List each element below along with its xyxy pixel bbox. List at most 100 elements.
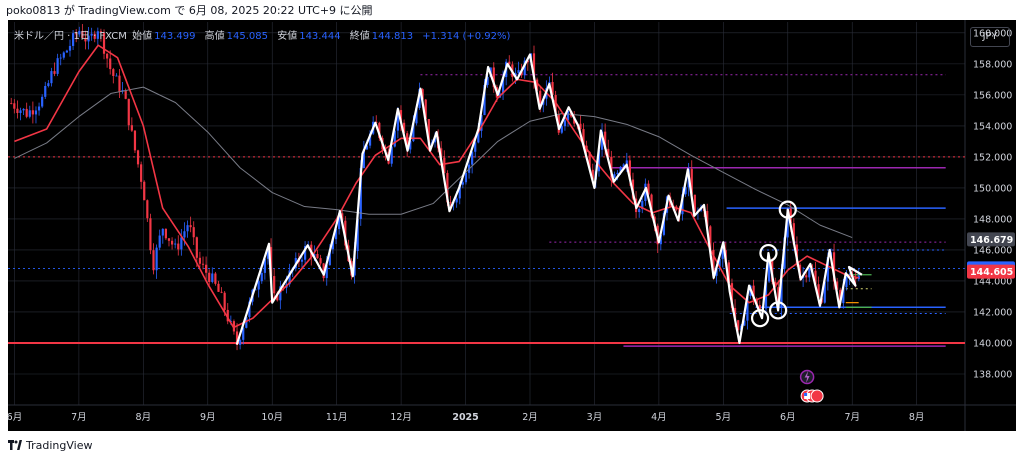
x-tick-label-4: 10月 — [261, 412, 283, 423]
candle-body-135 — [427, 118, 430, 146]
candle-body-70 — [226, 309, 229, 322]
symbol-header: 米ドル／円 · 1日 · FXCM 始値 143.499 高値 145.085 安値… — [14, 27, 512, 42]
candle-body-66 — [214, 273, 217, 284]
candle-body-7 — [31, 110, 34, 115]
candle-body-244 — [764, 281, 768, 309]
candle-body-127 — [402, 122, 406, 134]
price-tag-2 — [967, 264, 1015, 279]
candle-body-266 — [832, 252, 836, 282]
candle-body-52 — [170, 240, 174, 245]
candle-body-152 — [480, 115, 483, 131]
candle-body-141 — [446, 173, 449, 203]
candle-body-129 — [409, 141, 412, 150]
time-axis: 6月 7月 8月 9月 10月 11月 12月 2025 2月 3月 4月 5月 6月 7月 8月 — [8, 412, 924, 423]
candle-body-253 — [792, 223, 795, 245]
candle-body-226 — [709, 226, 712, 250]
candle-body-37 — [124, 90, 127, 99]
candle-body-86 — [276, 293, 279, 301]
open-value: 143.499 — [154, 31, 196, 42]
low-value: 143.444 — [299, 31, 341, 42]
symbol-name: 米ドル／円 · 1日 · FXCM — [14, 31, 127, 42]
candle-body-261 — [817, 284, 820, 298]
y-tick-label-6: 150.000 — [973, 183, 1012, 194]
currency-button[interactable]: JPY — [970, 27, 1010, 47]
price-tag-label-2: 144.605 — [970, 267, 1013, 278]
candle-body-125 — [396, 110, 399, 131]
close-value: 144.813 — [371, 31, 414, 42]
candle-body-79 — [254, 289, 257, 291]
candle-body-30 — [102, 32, 106, 54]
candle-body-46 — [152, 250, 155, 271]
candle-body-28 — [96, 31, 99, 39]
candle-body-268 — [839, 289, 842, 304]
candle-body-154 — [486, 76, 489, 85]
candle-body-29 — [99, 31, 103, 33]
candle-body-269 — [842, 287, 845, 304]
x-tick-label-5: 11月 — [326, 412, 348, 423]
marker-circle-0 — [750, 309, 770, 328]
price-chart[interactable]: 138.000 140.000 142.000 144.000 146.000 148.0… — [8, 20, 1016, 431]
ma-fast-line — [14, 44, 859, 329]
candle-body-240 — [752, 285, 755, 300]
candle-body-220 — [690, 168, 693, 195]
candle-body-133 — [421, 89, 424, 100]
candle-body-171 — [539, 90, 542, 105]
candle-body-263 — [823, 281, 826, 303]
candle-body-218 — [684, 187, 687, 195]
candle-body-107 — [341, 213, 344, 221]
candle-body-99 — [316, 254, 319, 259]
low-label: 安値 — [277, 31, 298, 42]
candle-body-103 — [328, 249, 331, 266]
marker-circle-1 — [759, 243, 778, 263]
candle-body-55 — [180, 237, 183, 250]
candle-body-19 — [68, 45, 72, 51]
candle-body-73 — [235, 331, 239, 345]
candle-body-94 — [300, 259, 304, 262]
x-tick-label-12: 6月 — [780, 412, 796, 423]
candle-body-67 — [217, 283, 220, 292]
candle-body-5 — [25, 108, 28, 117]
chart-frame — [8, 20, 1016, 431]
candle-body-44 — [146, 200, 149, 219]
candle-body-14 — [53, 71, 56, 74]
candle-body-175 — [551, 82, 554, 96]
event-icons — [799, 369, 824, 403]
x-tick-label-9: 3月 — [587, 412, 603, 423]
footer-brand: TradingView — [8, 437, 92, 453]
candle-body-151 — [477, 130, 480, 143]
x-tick-label-6: 12月 — [390, 412, 412, 423]
candle-body-217 — [681, 194, 684, 215]
candle-body-68 — [220, 291, 223, 293]
candle-body-21 — [75, 33, 78, 35]
candle-body-16 — [59, 57, 62, 59]
candle-body-237 — [743, 320, 746, 326]
candle-body-101 — [322, 263, 325, 279]
y-tick-label-0: 138.000 — [973, 369, 1012, 380]
high-label: 高値 — [204, 31, 225, 42]
candle-body-164 — [517, 70, 520, 74]
x-tick-label-3: 9月 — [200, 412, 216, 423]
candle-body-23 — [81, 30, 84, 38]
candle-body-10 — [41, 96, 44, 107]
y-tick-label-10: 158.000 — [973, 59, 1012, 70]
y-tick-label-11: 160.000 — [973, 28, 1012, 39]
candle-body-8 — [34, 110, 38, 115]
candle-body-139 — [440, 148, 443, 158]
candle-body-6 — [28, 110, 31, 117]
candle-body-238 — [746, 295, 749, 321]
candle-body-69 — [223, 292, 226, 310]
candle-body-104 — [331, 239, 335, 250]
candle-body-102 — [325, 265, 328, 279]
candle-body-142 — [449, 202, 452, 204]
candle-body-12 — [47, 83, 50, 86]
candle-body-35 — [118, 75, 121, 92]
moving-average-slow — [14, 86, 853, 239]
candle-body-184 — [579, 123, 582, 130]
candle-body-249 — [780, 268, 783, 309]
candle-body-210 — [659, 234, 662, 245]
candle-body-211 — [662, 212, 666, 235]
moving-average-fast — [14, 44, 859, 329]
candle-body-18 — [65, 50, 69, 53]
candle-body-247 — [774, 281, 777, 288]
candle-body-48 — [158, 235, 161, 248]
